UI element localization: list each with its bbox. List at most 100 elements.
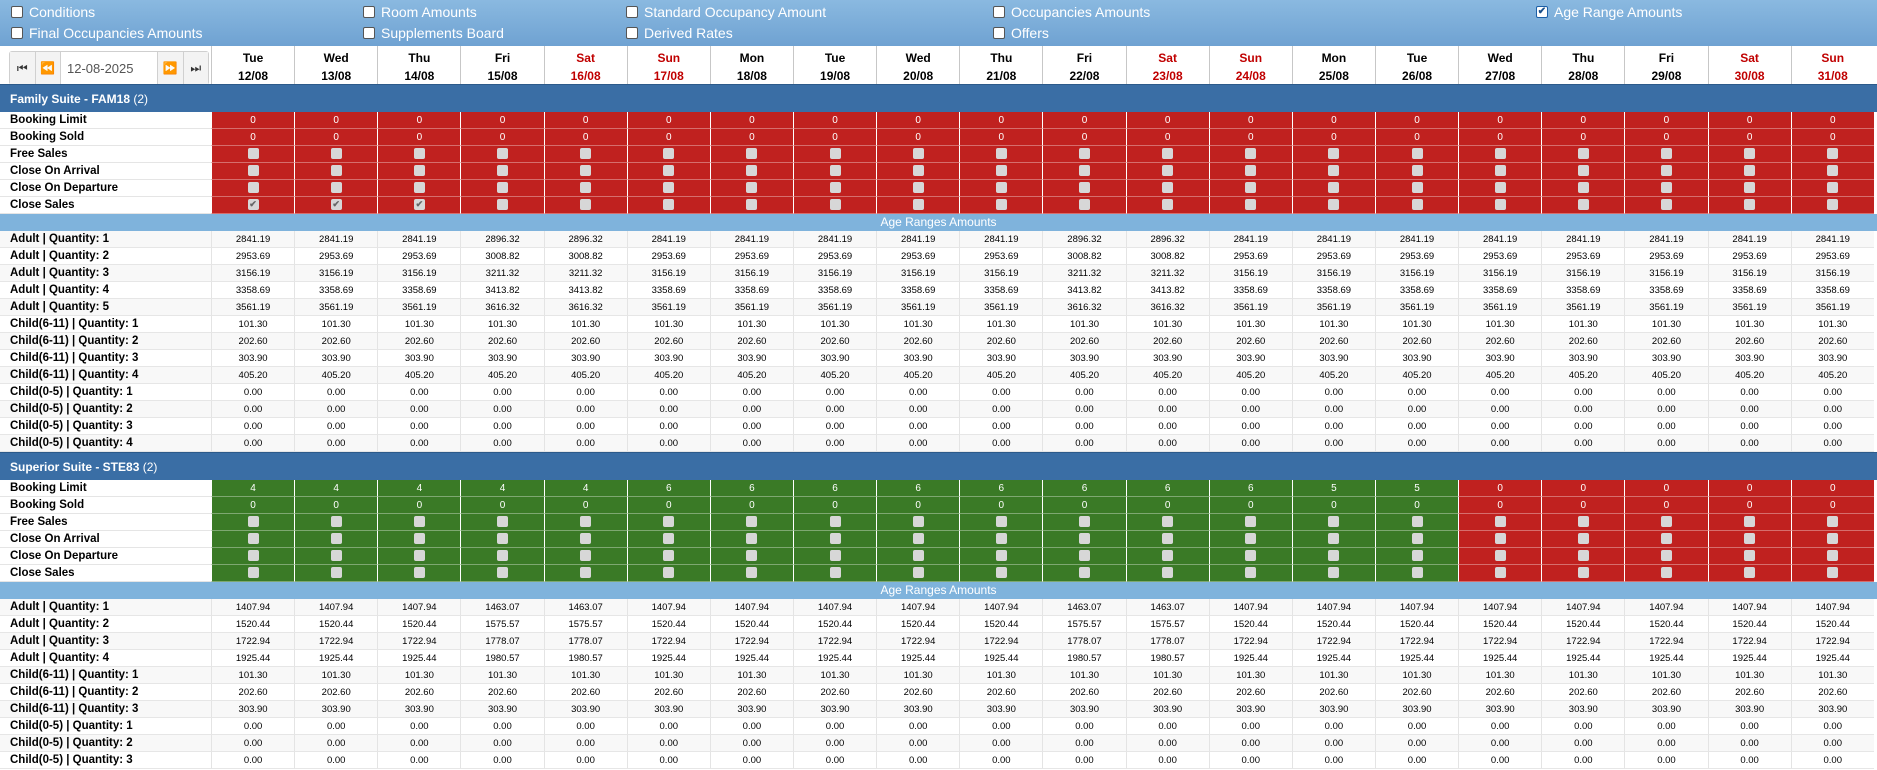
amount-cell[interactable]: 0.00 xyxy=(1790,435,1874,452)
amount-cell[interactable]: 3156.19 xyxy=(211,265,295,282)
amount-cell[interactable]: 2896.32 xyxy=(1125,231,1209,248)
day-checkbox[interactable] xyxy=(1827,532,1839,544)
amount-cell[interactable]: 3358.69 xyxy=(1790,282,1874,299)
amount-cell[interactable]: 3358.69 xyxy=(294,282,378,299)
amount-cell[interactable]: 303.90 xyxy=(1458,701,1542,718)
day-checkbox[interactable] xyxy=(1328,198,1340,210)
amount-cell[interactable]: 405.20 xyxy=(959,367,1043,384)
amount-cell[interactable]: 1722.94 xyxy=(1458,633,1542,650)
amount-cell[interactable]: 303.90 xyxy=(876,350,960,367)
amount-cell[interactable]: 101.30 xyxy=(211,316,295,333)
amount-cell[interactable]: 0.00 xyxy=(1291,418,1375,435)
amount-cell[interactable]: 0.00 xyxy=(1374,401,1459,418)
amount-cell[interactable]: 101.30 xyxy=(1042,316,1126,333)
amount-cell[interactable]: 1575.57 xyxy=(543,616,627,633)
amount-cell[interactable]: 0.00 xyxy=(959,752,1043,769)
amount-cell[interactable]: 202.60 xyxy=(1208,684,1292,701)
amount-cell[interactable]: 303.90 xyxy=(377,701,461,718)
amount-cell[interactable]: 0.00 xyxy=(709,435,793,452)
amount-cell[interactable]: 0.00 xyxy=(377,752,461,769)
amount-cell[interactable]: 202.60 xyxy=(377,333,461,350)
amount-cell[interactable]: 101.30 xyxy=(294,316,378,333)
inventory-cell[interactable]: 0 xyxy=(876,112,960,129)
day-checkbox[interactable] xyxy=(1245,198,1257,210)
amount-cell[interactable]: 101.30 xyxy=(1541,667,1625,684)
inventory-cell[interactable]: 0 xyxy=(1125,497,1209,514)
inventory-cell[interactable]: 0 xyxy=(377,129,461,146)
amount-cell[interactable]: 1463.07 xyxy=(1042,599,1126,616)
amount-cell[interactable]: 1722.94 xyxy=(1707,633,1791,650)
day-checkbox[interactable] xyxy=(1660,147,1672,159)
amount-cell[interactable]: 3561.19 xyxy=(1208,299,1292,316)
amount-cell[interactable]: 2841.19 xyxy=(1458,231,1542,248)
amount-cell[interactable]: 101.30 xyxy=(294,667,378,684)
amount-cell[interactable]: 0.00 xyxy=(1374,752,1459,769)
amount-cell[interactable]: 0.00 xyxy=(294,735,378,752)
amount-cell[interactable]: 2953.69 xyxy=(1208,248,1292,265)
day-checkbox[interactable] xyxy=(1744,164,1756,176)
day-checkbox[interactable] xyxy=(1577,147,1589,159)
amount-cell[interactable]: 3616.32 xyxy=(1125,299,1209,316)
amount-cell[interactable]: 202.60 xyxy=(1042,333,1126,350)
amount-cell[interactable]: 405.20 xyxy=(1208,367,1292,384)
amount-cell[interactable]: 101.30 xyxy=(377,667,461,684)
amount-cell[interactable]: 0.00 xyxy=(211,752,295,769)
amount-cell[interactable]: 1980.57 xyxy=(543,650,627,667)
amount-cell[interactable]: 2953.69 xyxy=(211,248,295,265)
inventory-cell[interactable]: 0 xyxy=(1624,480,1708,497)
amount-cell[interactable]: 303.90 xyxy=(211,350,295,367)
amount-cell[interactable]: 1575.57 xyxy=(1042,616,1126,633)
amount-cell[interactable]: 1407.94 xyxy=(792,599,877,616)
day-checkbox[interactable] xyxy=(746,549,758,561)
amount-cell[interactable]: 3616.32 xyxy=(460,299,544,316)
amount-cell[interactable]: 2953.69 xyxy=(1790,248,1874,265)
amount-cell[interactable]: 303.90 xyxy=(1208,350,1292,367)
amount-cell[interactable]: 1778.07 xyxy=(1125,633,1209,650)
amount-cell[interactable]: 101.30 xyxy=(959,667,1043,684)
amount-cell[interactable]: 3561.19 xyxy=(959,299,1043,316)
day-checkbox[interactable] xyxy=(247,549,259,561)
amount-cell[interactable]: 0.00 xyxy=(1042,752,1126,769)
amount-cell[interactable]: 3358.69 xyxy=(211,282,295,299)
filter-checkbox[interactable] xyxy=(993,6,1005,18)
day-checkbox[interactable] xyxy=(663,549,675,561)
amount-cell[interactable]: 0.00 xyxy=(1208,752,1292,769)
amount-cell[interactable]: 2841.19 xyxy=(1790,231,1874,248)
inventory-cell[interactable]: 0 xyxy=(1291,112,1375,129)
inventory-cell[interactable]: 0 xyxy=(460,112,544,129)
day-checkbox[interactable] xyxy=(1744,549,1756,561)
day-checkbox[interactable] xyxy=(1577,532,1589,544)
amount-cell[interactable]: 0.00 xyxy=(1458,752,1542,769)
amount-cell[interactable]: 0.00 xyxy=(1042,401,1126,418)
inventory-cell[interactable]: 4 xyxy=(377,480,461,497)
amount-cell[interactable]: 3358.69 xyxy=(1624,282,1708,299)
day-checkbox[interactable] xyxy=(1411,147,1423,159)
amount-cell[interactable]: 2841.19 xyxy=(294,231,378,248)
inventory-cell[interactable]: 4 xyxy=(211,480,295,497)
amount-cell[interactable]: 101.30 xyxy=(959,316,1043,333)
day-checkbox[interactable] xyxy=(1078,515,1090,527)
inventory-cell[interactable]: 0 xyxy=(1291,497,1375,514)
amount-cell[interactable]: 0.00 xyxy=(876,401,960,418)
amount-cell[interactable]: 101.30 xyxy=(1374,316,1459,333)
amount-cell[interactable]: 2953.69 xyxy=(626,248,710,265)
day-checkbox[interactable] xyxy=(496,566,508,578)
amount-cell[interactable]: 3561.19 xyxy=(1790,299,1874,316)
amount-cell[interactable]: 1407.94 xyxy=(1291,599,1375,616)
amount-cell[interactable]: 3413.82 xyxy=(460,282,544,299)
inventory-cell[interactable]: 4 xyxy=(543,480,627,497)
amount-cell[interactable]: 0.00 xyxy=(626,752,710,769)
inventory-cell[interactable]: 0 xyxy=(377,497,461,514)
amount-cell[interactable]: 1925.44 xyxy=(792,650,877,667)
amount-cell[interactable]: 3156.19 xyxy=(1291,265,1375,282)
amount-cell[interactable]: 1463.07 xyxy=(460,599,544,616)
day-checkbox[interactable]: ✔ xyxy=(413,198,425,210)
amount-cell[interactable]: 202.60 xyxy=(294,333,378,350)
amount-cell[interactable]: 1463.07 xyxy=(1125,599,1209,616)
amount-cell[interactable]: 0.00 xyxy=(1208,418,1292,435)
amount-cell[interactable]: 0.00 xyxy=(1125,752,1209,769)
amount-cell[interactable]: 0.00 xyxy=(1790,752,1874,769)
amount-cell[interactable]: 0.00 xyxy=(1624,735,1708,752)
inventory-cell[interactable]: 0 xyxy=(1790,480,1874,497)
amount-cell[interactable]: 0.00 xyxy=(1042,418,1126,435)
